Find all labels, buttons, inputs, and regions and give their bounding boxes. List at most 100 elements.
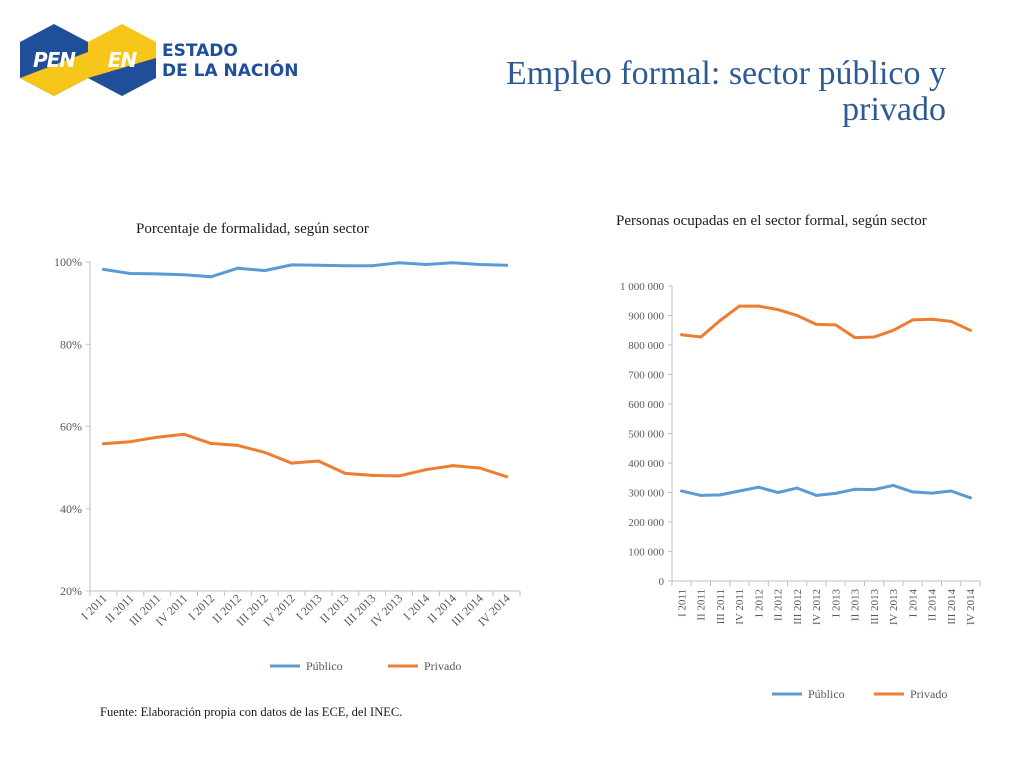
chart2-data-point	[891, 328, 895, 332]
logo: PEN EN ESTADO DE LA NACIÓN	[20, 24, 310, 96]
chart1-data-point	[316, 263, 320, 267]
chart2-data-point	[872, 488, 876, 492]
chart1-data-point	[397, 261, 401, 265]
chart2-data-point	[814, 322, 818, 326]
chart2-data-point	[699, 493, 703, 497]
chart2-legend-label: Privado	[910, 687, 947, 701]
chart1-data-point	[397, 474, 401, 478]
chart2-y-tick-label: 200 000	[628, 517, 664, 529]
chart2-data-point	[737, 489, 741, 493]
chart1-y-tick-label: 20%	[60, 584, 82, 598]
chart2-series-line-privado	[680, 304, 972, 340]
chart1-data-point	[478, 466, 482, 470]
chart2-x-tick-label: IV 2011	[734, 589, 746, 625]
chart1-data-point	[343, 471, 347, 475]
chart2-data-point	[680, 489, 684, 493]
chart2-x-tick-label: II 2012	[773, 589, 785, 621]
chart1-data-point	[290, 263, 294, 267]
chart1-data-point	[316, 459, 320, 463]
chart2-x-tick-label: I 2012	[753, 589, 765, 617]
chart2-data-point	[814, 493, 818, 497]
chart1-data-point	[505, 263, 509, 267]
chart1-data-point	[263, 269, 267, 273]
chart1-legend-label: Público	[306, 659, 343, 673]
chart2-data-point	[680, 333, 684, 337]
chart2-x-tick-label: III 2013	[869, 589, 881, 625]
chart2-data-point	[853, 336, 857, 340]
chart2-data-point	[949, 319, 953, 323]
chart1-data-point	[128, 272, 132, 276]
chart1-data-point	[424, 262, 428, 266]
chart1-data-point	[209, 275, 213, 279]
logo-line-2: DE LA NACIÓN	[162, 61, 299, 81]
chart2-x-tick-label: I 2014	[907, 589, 919, 618]
chart2-series-line-publico	[680, 483, 972, 500]
chart2-y-tick-label: 900 000	[628, 311, 664, 323]
chart2-x-tick-label: III 2012	[792, 589, 804, 625]
chart2-ocupados: 0 100 000 200 000 300 000 400 000 500 000 600 …	[620, 281, 981, 701]
chart1-data-point	[128, 440, 132, 444]
chart2-x-tick-label: IV 2014	[965, 589, 977, 626]
chart1-series-line-privado	[101, 432, 509, 479]
chart2-data-point	[911, 490, 915, 494]
chart1-data-point	[209, 441, 213, 445]
chart2-x-tick-label: IV 2013	[888, 589, 900, 626]
chart2-legend-label: Público	[808, 687, 845, 701]
chart1-title: Porcentaje de formalidad, según sector	[136, 221, 369, 237]
chart2-data-point	[968, 496, 972, 500]
chart2-data-point	[872, 335, 876, 339]
chart2-data-point	[718, 493, 722, 497]
chart2-x-tick-label: II 2013	[850, 589, 862, 622]
chart1-data-point	[343, 264, 347, 268]
chart1-data-point	[424, 468, 428, 472]
chart2-data-point	[930, 491, 934, 495]
chart1-data-point	[155, 435, 159, 439]
chart2-data-point	[757, 304, 761, 308]
chart2-data-point	[930, 317, 934, 321]
source-note: Fuente: Elaboración propia con datos de …	[100, 705, 403, 719]
chart1-data-point	[182, 432, 186, 436]
chart2-data-point	[968, 328, 972, 332]
chart1-data-point	[155, 272, 159, 276]
slide-title: Empleo formal: sector público y privado	[506, 55, 946, 128]
chart2-data-point	[891, 483, 895, 487]
chart2-data-point	[737, 304, 741, 308]
chart2-data-point	[699, 335, 703, 339]
chart2-x-tick-label: I 2011	[676, 589, 688, 617]
chart1-y-tick-label: 100%	[54, 255, 82, 269]
chart2-data-point	[718, 319, 722, 323]
chart1-data-point	[478, 262, 482, 266]
chart2-x-tick-label: IV 2012	[811, 589, 823, 625]
pen-logo-hexagon: PEN	[20, 24, 88, 96]
chart2-y-tick-label: 600 000	[628, 399, 664, 411]
chart1-data-point	[290, 461, 294, 465]
chart2-y-tick-label: 500 000	[628, 429, 664, 441]
chart2-data-point	[776, 308, 780, 312]
chart1-data-point	[236, 443, 240, 447]
chart2-x-tick-label: II 2011	[696, 589, 708, 621]
chart1-data-point	[101, 442, 105, 446]
chart2-title: Personas ocupadas en el sector formal, s…	[616, 213, 927, 229]
chart2-y-tick-label: 400 000	[628, 458, 664, 470]
chart1-data-point	[451, 261, 455, 265]
chart1-series-line-publico	[101, 261, 509, 279]
chart2-data-point	[776, 491, 780, 494]
chart2-data-point	[795, 486, 799, 490]
chart1-y-tick-label: 40%	[60, 502, 82, 516]
chart2-y-tick-label: 800 000	[628, 340, 664, 352]
chart1-data-point	[236, 266, 240, 270]
chart2-y-tick-label: 300 000	[628, 488, 664, 500]
chart2-data-point	[834, 491, 838, 495]
en-logo-text: EN	[107, 48, 137, 72]
chart1-y-tick-label: 80%	[60, 337, 82, 351]
en-logo-hexagon: EN	[88, 24, 156, 96]
chart2-data-point	[949, 489, 953, 493]
chart1-data-point	[451, 464, 455, 468]
chart2-data-point	[795, 314, 799, 317]
chart2-y-tick-label: 0	[659, 576, 665, 588]
chart2-data-point	[853, 487, 857, 491]
logo-wordmark: ESTADO DE LA NACIÓN	[162, 41, 298, 81]
chart2-x-tick-label: III 2014	[946, 589, 958, 625]
chart2-y-tick-label: 100 000	[628, 547, 664, 559]
